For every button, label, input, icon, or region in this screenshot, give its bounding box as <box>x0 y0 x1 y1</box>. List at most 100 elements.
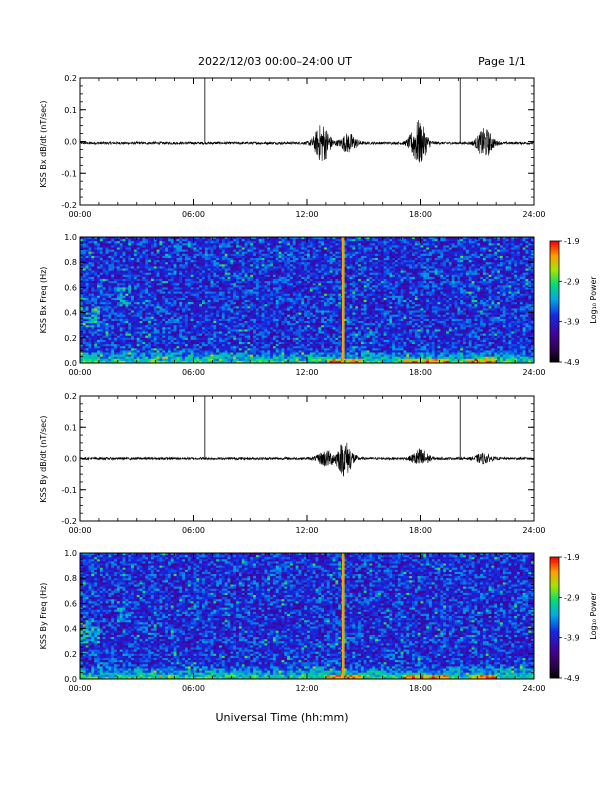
spectrogram-cell <box>187 293 191 297</box>
spectrogram-cell <box>264 249 268 252</box>
spectrogram-cell <box>258 314 262 318</box>
spectrogram-cell <box>304 352 308 355</box>
spectrogram-cell <box>219 358 223 362</box>
spectrogram-cell <box>202 348 206 351</box>
spectrogram-cell <box>221 270 226 273</box>
spectrogram-cell <box>267 285 271 288</box>
spectrogram-cell <box>170 249 174 252</box>
spectrogram-cell <box>196 245 200 248</box>
spectrogram-cell <box>219 283 223 286</box>
spectrogram-cell <box>119 316 123 320</box>
spectrogram-cell <box>173 344 177 347</box>
spectrogram-cell <box>258 318 262 322</box>
spectrogram-cell <box>190 287 194 290</box>
spectrogram-cell <box>219 266 223 269</box>
spectrogram-cell <box>88 243 92 246</box>
spectrogram-cell <box>210 274 214 278</box>
spectrogram-cell <box>122 239 126 242</box>
spectrogram-cell <box>148 346 152 349</box>
spectrogram-cell <box>165 352 169 355</box>
spectrogram-cell <box>233 354 237 357</box>
spectrogram-cell <box>221 251 226 255</box>
spectrogram-cell <box>236 356 240 360</box>
spectrogram-cell <box>307 295 311 299</box>
spectrogram-cell <box>284 310 288 313</box>
spectrogram-cell <box>187 337 191 341</box>
spectrogram-cell <box>196 344 200 347</box>
spectrogram-cell <box>210 279 214 282</box>
spectrogram-cell <box>94 352 98 355</box>
spectrogram-cell <box>145 360 149 364</box>
spectrogram-cell <box>167 308 172 311</box>
spectrogram-cell <box>145 272 149 276</box>
spectrogram-cell <box>156 312 160 315</box>
spectrogram-cell <box>187 344 191 347</box>
spectrogram-cell <box>159 243 163 246</box>
spectrogram-cell <box>122 304 126 307</box>
spectrogram-cell <box>159 318 163 322</box>
spectrogram-cell <box>233 247 237 250</box>
spectrogram-cell <box>85 358 89 362</box>
spectrogram-cell <box>267 260 271 263</box>
spectrogram-cell <box>207 276 211 280</box>
spectrogram-cell <box>264 304 268 307</box>
spectrogram-cell <box>238 306 243 309</box>
spectrogram-cell <box>91 297 95 301</box>
spectrogram-cell <box>236 327 240 330</box>
spectrogram-cell <box>267 314 271 318</box>
spectrogram-cell <box>213 293 217 297</box>
spectrogram-cell <box>153 239 157 242</box>
spectrogram-cell <box>85 348 89 351</box>
spectrogram-cell <box>255 249 260 252</box>
spectrogram-cell <box>258 346 262 349</box>
spectrogram-cell <box>85 302 89 305</box>
spectrogram-cell <box>298 249 302 252</box>
spectrogram-cell <box>142 327 146 330</box>
spectrogram-cell <box>230 314 234 318</box>
spectrogram-cell <box>204 304 208 307</box>
spectrogram-cell <box>114 344 118 347</box>
spectrogram-cell <box>190 308 194 311</box>
spectrogram-cell <box>94 348 98 351</box>
spectrogram-cell <box>204 293 208 297</box>
spectrogram-cell <box>207 239 211 242</box>
spectrogram-cell <box>159 268 163 271</box>
spectrogram-cell <box>207 329 211 332</box>
spectrogram-cell <box>261 360 265 364</box>
spectrogram-cell <box>267 266 271 269</box>
spectrogram-cell <box>202 321 206 324</box>
spectrogram-cell <box>142 356 146 360</box>
spectrogram-cell <box>173 321 177 324</box>
spectrogram-cell <box>250 264 254 267</box>
spectrogram-cell <box>85 327 89 330</box>
spectrogram-cell <box>272 249 277 252</box>
spectrogram-cell <box>150 348 155 351</box>
spectrogram-cell <box>114 274 118 278</box>
spectrogram-cell <box>272 318 277 322</box>
spectrogram-cell <box>162 239 166 242</box>
spectrogram-cell <box>258 243 262 246</box>
spectrogram-cell <box>278 281 282 284</box>
spectrogram-cell <box>278 272 282 276</box>
spectrogram-cell <box>250 323 254 326</box>
spectrogram-cell <box>253 325 257 328</box>
spectrogram-cell <box>99 339 103 343</box>
spectrogram-cell <box>136 285 140 288</box>
spectrogram-cell <box>275 289 279 292</box>
spectrogram-cell <box>267 352 271 355</box>
spectrogram-cell <box>202 308 206 311</box>
spectrogram-cell <box>187 302 191 305</box>
spectrogram-cell <box>289 310 294 313</box>
spectrogram-cell <box>94 268 98 271</box>
spectrogram-cell <box>289 245 294 248</box>
spectrogram-cell <box>267 350 271 353</box>
spectrogram-cell <box>287 335 291 339</box>
spectrogram-cell <box>216 281 220 284</box>
spectrogram-cell <box>238 287 243 290</box>
spectrogram-cell <box>125 350 129 353</box>
spectrogram-cell <box>153 356 157 360</box>
spectrogram-cell <box>148 283 152 286</box>
spectrogram-cell <box>202 249 206 252</box>
spectrogram-cell <box>139 346 143 349</box>
spectrogram-cell <box>264 352 268 355</box>
